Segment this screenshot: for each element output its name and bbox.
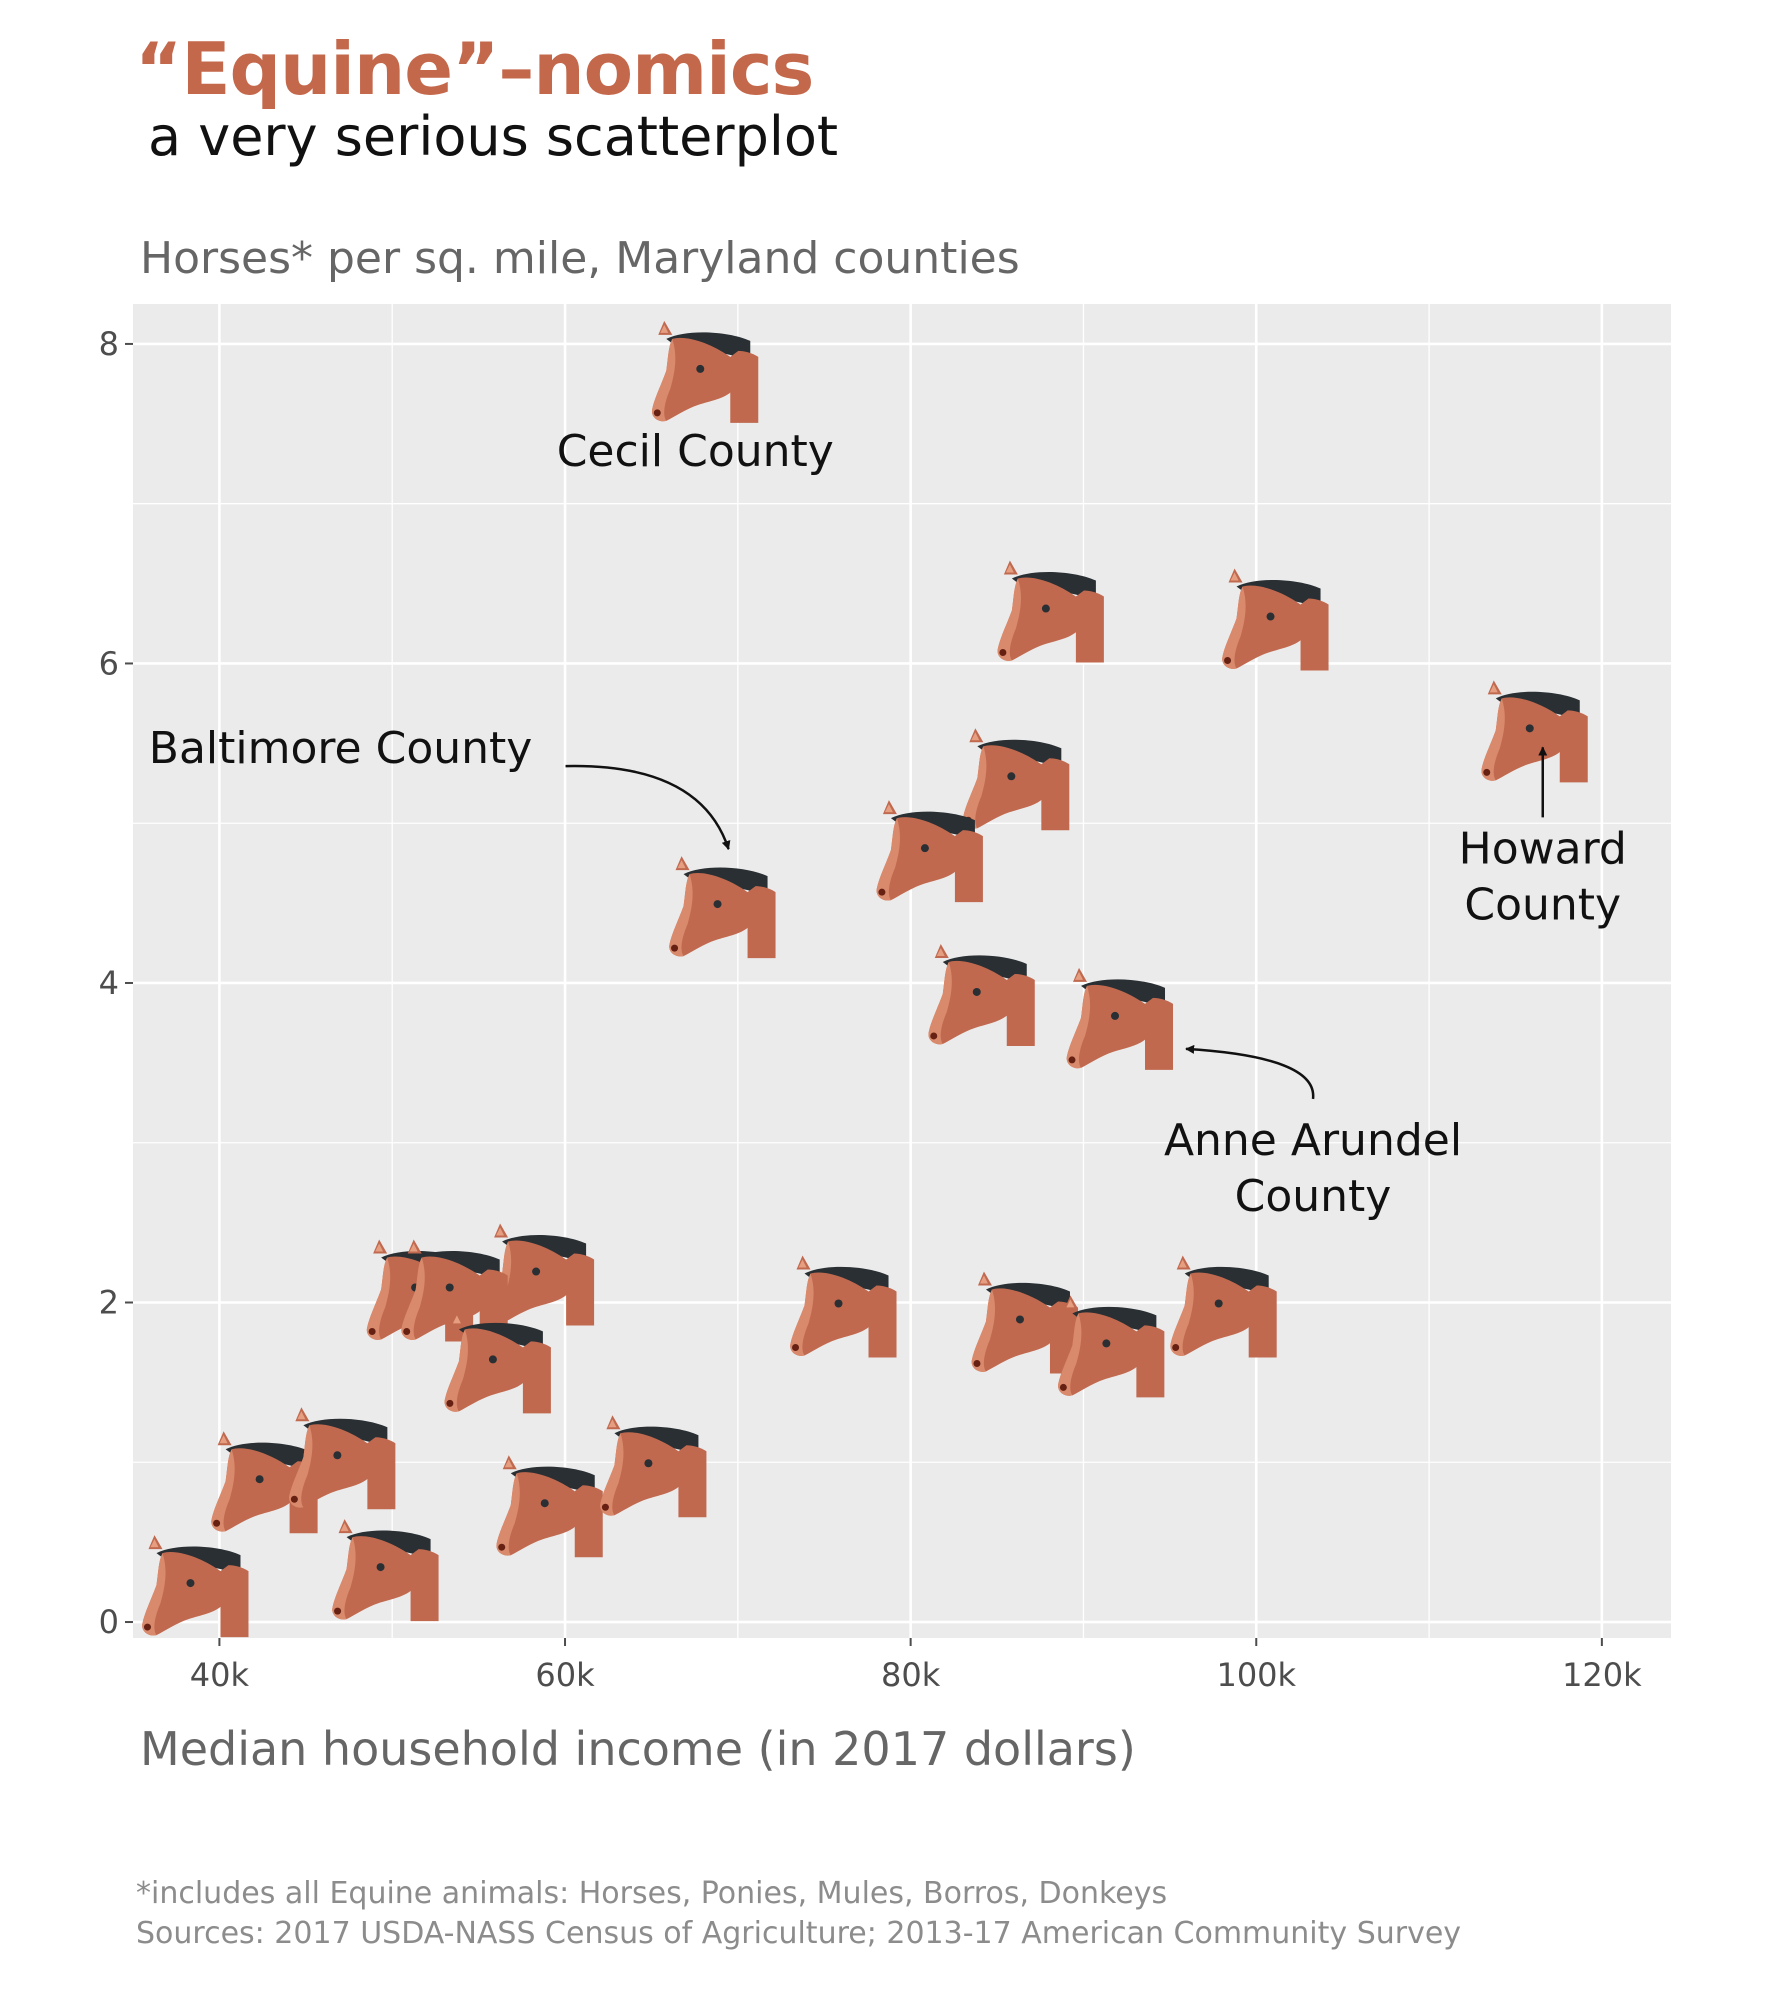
footnote-sources: Sources: 2017 USDA-NASS Census of Agricu… (136, 1916, 1462, 1951)
x-axis-label: Median household income (in 2017 dollars… (140, 1722, 1136, 1776)
annotation-label: Baltimore County (149, 723, 533, 774)
annotation-label: County (1235, 1171, 1392, 1222)
axes: 40k 60k 80k 100k 120k 0 2 4 6 8 (99, 325, 1643, 1694)
y-tick-label: 6 (99, 644, 119, 682)
annotation-label: County (1464, 879, 1621, 930)
x-tick-label: 60k (535, 1656, 595, 1694)
x-tick-label: 40k (190, 1656, 250, 1694)
y-tick-label: 0 (99, 1603, 119, 1641)
chart-title: “Equine”–nomics (135, 27, 814, 111)
x-tick-label: 100k (1216, 1656, 1296, 1694)
annotation-label: Cecil County (557, 426, 834, 477)
annotation-label: Anne Arundel (1164, 1115, 1462, 1166)
annotation-label: Howard (1459, 823, 1627, 874)
x-tick-label: 120k (1562, 1656, 1642, 1694)
footnote: *includes all Equine animals: Horses, Po… (136, 1874, 1461, 1954)
y-axis-label: Horses* per sq. mile, Maryland counties (140, 233, 1020, 284)
footnote-note: *includes all Equine animals: Horses, Po… (136, 1876, 1168, 1911)
x-tick-label: 80k (881, 1656, 941, 1694)
annotation-arrow (565, 764, 731, 850)
annotation-arrow (1185, 1044, 1315, 1100)
y-tick-label: 8 (99, 325, 119, 363)
chart-subtitle: a very serious scatterplot (148, 105, 839, 168)
grid-lines (133, 304, 1671, 1638)
plot-panel (133, 304, 1671, 1638)
y-tick-label: 4 (99, 964, 119, 1002)
y-tick-label: 2 (99, 1284, 119, 1322)
